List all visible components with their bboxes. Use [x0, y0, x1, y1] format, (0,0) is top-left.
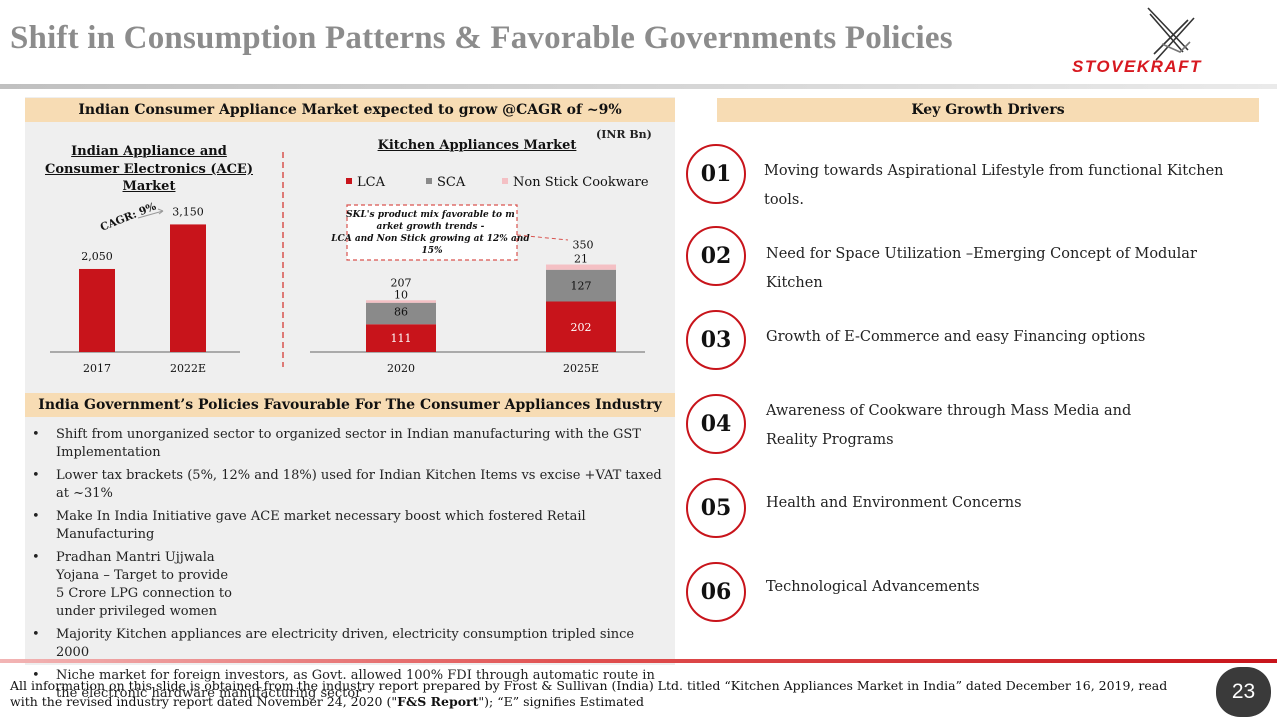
cagr-arrow-icon [137, 210, 164, 219]
driver-text: Health and Environment Concerns [766, 495, 1022, 511]
policy-item: Shift from unorganized sector to organiz… [30, 426, 662, 462]
policies-section-header: India Government’s Policies Favourable F… [25, 393, 675, 417]
footnote-text: All information on this slide is obtaine… [10, 678, 1168, 709]
policy-item: Make In India Initiative gave ACE market… [30, 508, 662, 544]
legend-swatch-lca [346, 178, 352, 184]
legend-swatch-non-stick-cookware [502, 178, 508, 184]
driver-number-badge: 06 [686, 562, 746, 622]
policies-list: Shift from unorganized sector to organiz… [30, 426, 662, 708]
drivers-panel [717, 98, 1259, 658]
page-number: 23 [1216, 667, 1271, 717]
ace-value-label: 2,050 [81, 250, 113, 263]
legend-label: Non Stick Cookware [513, 175, 649, 190]
kitchen-segment-label: 202 [571, 321, 592, 334]
ace-x-tick: 2022E [170, 362, 206, 375]
ace-market-chart: 2,050 2017 3,150 2022E CAGR: 9% [50, 201, 240, 375]
kitchen-chart-title: Kitchen Appliances Market [377, 138, 577, 153]
footnote-text-end: "); “E” signifies Estimated [478, 694, 644, 709]
policy-item: Pradhan Mantri Ujjwala Yojana – Target t… [30, 549, 236, 621]
callout-text: SKL's product mix favorable to m arket g… [330, 210, 533, 256]
kitchen-bar-2025E-lca [546, 301, 616, 352]
ace-bar-2022E [170, 224, 206, 352]
kitchen-segment-label: 21 [574, 253, 588, 266]
kitchen-total-label: 350 [573, 239, 594, 252]
kitchen-bar-2025E-non-stick-cookware [546, 264, 616, 270]
unit-note: (INR Bn) [596, 128, 652, 141]
stovekraft-logo-icon [1147, 7, 1195, 61]
driver-number-badge: 01 [686, 144, 746, 204]
driver-number-badge: 04 [686, 394, 746, 454]
kitchen-bar-2020-lca [366, 324, 436, 352]
driver-text: Need for Space Utilization –Emerging Con… [766, 246, 1197, 291]
kitchen-bar-2020-sca [366, 302, 436, 325]
policy-item: Niche market for foreign investors, as G… [30, 667, 662, 703]
kitchen-total-label: 207 [391, 276, 412, 289]
footnote-bold: F&S Report [397, 694, 479, 709]
driver-text: Moving towards Aspirational Lifestyle fr… [764, 163, 1224, 208]
chart-divider [282, 152, 284, 367]
kitchen-x-tick: 2020 [387, 362, 415, 375]
callout-box [346, 204, 518, 261]
legend-label: SCA [437, 175, 466, 190]
market-section-header: Indian Consumer Appliance Market expecte… [25, 98, 675, 122]
legend-label: LCA [357, 175, 386, 190]
kitchen-segment-label: 10 [394, 288, 408, 301]
policy-item: Majority Kitchen appliances are electric… [30, 626, 662, 662]
callout-leader [516, 234, 569, 241]
title-divider [0, 84, 1277, 89]
driver-number-badge: 05 [686, 478, 746, 538]
policy-item: Lower tax brackets (5%, 12% and 18%) use… [30, 467, 662, 503]
driver-number-badge: 03 [686, 310, 746, 370]
source-footnote: All information on this slide is obtaine… [10, 678, 1170, 710]
logo-wordmark: STOVEKRAFT [1072, 57, 1202, 76]
ace-value-label: 3,150 [172, 205, 204, 218]
slide-title: Shift in Consumption Patterns & Favorabl… [10, 20, 953, 56]
footer-divider [0, 659, 1277, 663]
driver-text: Technological Advancements [766, 579, 980, 595]
drivers-section-header: Key Growth Drivers [717, 98, 1259, 122]
kitchen-segment-label: 86 [394, 306, 408, 319]
ace-bar-2017 [79, 268, 115, 352]
kitchen-segment-label: 127 [571, 280, 592, 293]
legend-swatch-sca [426, 178, 432, 184]
kitchen-x-tick: 2025E [563, 362, 599, 375]
ace-x-tick: 2017 [83, 362, 111, 375]
kitchen-bar-2020-non-stick-cookware [366, 300, 436, 303]
ace-cagr-label: CAGR: 9% [99, 201, 158, 234]
kitchen-bar-2025E-sca [546, 269, 616, 302]
kitchen-segment-label: 111 [391, 332, 412, 345]
driver-text: Growth of E-Commerce and easy Financing … [766, 329, 1146, 345]
driver-text: Awareness of Cookware through Mass Media… [766, 403, 1132, 448]
ace-chart-title: Indian Appliance and Consumer Electronic… [45, 144, 253, 194]
driver-number-badge: 02 [686, 226, 746, 286]
